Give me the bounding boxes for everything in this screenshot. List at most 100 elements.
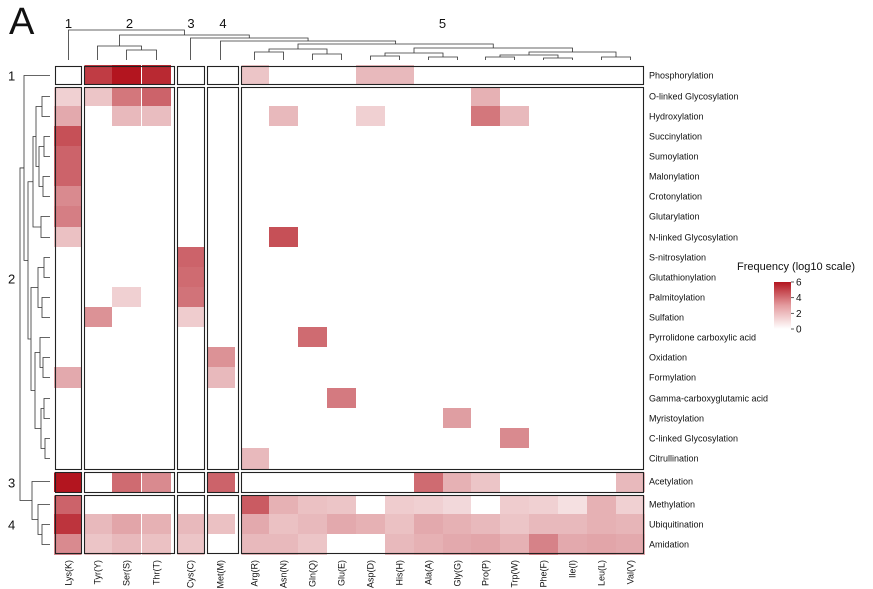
block-border-r4-c4 bbox=[206, 494, 240, 555]
cell-citrullination-asn-n bbox=[269, 448, 298, 469]
row-dendrogram-link bbox=[43, 136, 50, 157]
cell-methylation-pro-p bbox=[471, 494, 500, 515]
cell-ubiquitination-arg-r bbox=[240, 514, 269, 535]
cell-s-nitrosylation-ile-i bbox=[558, 247, 587, 268]
cell-palmitoylation-ser-s bbox=[112, 287, 141, 308]
cell-citrullination-glu-e bbox=[327, 448, 356, 469]
cell-gamma-carboxyglutamic-acid-met-m bbox=[206, 388, 235, 409]
cell-glutarylation-ile-i bbox=[558, 206, 587, 227]
cell-myristoylation-glu-e bbox=[327, 408, 356, 429]
cell-n-linked-glycosylation-ser-s bbox=[112, 227, 141, 248]
cell-formylation-pro-p bbox=[471, 367, 500, 388]
cell-methylation-phe-f bbox=[529, 494, 558, 515]
column-dendrogram bbox=[68, 29, 631, 60]
block-border-r3-c1 bbox=[54, 471, 83, 494]
cell-citrullination-thr-t bbox=[142, 448, 171, 469]
cell-succinylation-arg-r bbox=[240, 126, 269, 147]
column-dendrogram-link bbox=[428, 56, 458, 60]
cell-sulfation-leu-l bbox=[587, 307, 616, 328]
cell-formylation-ser-s bbox=[112, 367, 141, 388]
column-label: Ser(S) bbox=[122, 560, 132, 586]
cell-methylation-gly-g bbox=[443, 494, 472, 515]
cell-ubiquitination-thr-t bbox=[142, 514, 171, 535]
cell-sumoylation-pro-p bbox=[471, 146, 500, 167]
row-dendrogram-link bbox=[40, 216, 50, 238]
cell-glutarylation-gln-q bbox=[298, 206, 327, 227]
cell-glutathionylation-asn-n bbox=[269, 267, 298, 288]
cell-o-linked-glycosylation-leu-l bbox=[587, 86, 616, 107]
column-dendrogram-link bbox=[543, 57, 573, 60]
cell-pyrrolidone-carboxylic-acid-met-m bbox=[206, 327, 235, 348]
cell-malonylation-val-v bbox=[616, 166, 645, 187]
cell-n-linked-glycosylation-ala-a bbox=[414, 227, 443, 248]
cell-oxidation-tyr-y bbox=[83, 347, 112, 368]
cell-o-linked-glycosylation-phe-f bbox=[529, 86, 558, 107]
cell-succinylation-asp-d bbox=[356, 126, 385, 147]
cell-glutathionylation-pro-p bbox=[471, 267, 500, 288]
cell-formylation-trp-w bbox=[500, 367, 529, 388]
cell-succinylation-gln-q bbox=[298, 126, 327, 147]
cell-hydroxylation-cys-c bbox=[176, 106, 205, 127]
cell-citrullination-gly-g bbox=[443, 448, 472, 469]
cell-acetylation-his-h bbox=[385, 471, 414, 492]
cell-amidation-val-v bbox=[616, 534, 645, 555]
cell-glutarylation-tyr-y bbox=[83, 206, 112, 227]
cell-s-nitrosylation-pro-p bbox=[471, 247, 500, 268]
cell-myristoylation-ala-a bbox=[414, 408, 443, 429]
cell-s-nitrosylation-met-m bbox=[206, 247, 235, 268]
cell-oxidation-asp-d bbox=[356, 347, 385, 368]
cell-sulfation-arg-r bbox=[240, 307, 269, 328]
row-dendrogram-link bbox=[30, 287, 38, 391]
cell-oxidation-ser-s bbox=[112, 347, 141, 368]
cell-methylation-gln-q bbox=[298, 494, 327, 515]
cell-myristoylation-ser-s bbox=[112, 408, 141, 429]
cell-phosphorylation-trp-w bbox=[500, 65, 529, 86]
cell-gamma-carboxyglutamic-acid-val-v bbox=[616, 388, 645, 409]
cell-sulfation-met-m bbox=[206, 307, 235, 328]
row-dendrogram-link bbox=[37, 267, 44, 308]
cell-acetylation-ser-s bbox=[112, 471, 141, 492]
cell-pyrrolidone-carboxylic-acid-asn-n bbox=[269, 327, 298, 348]
cell-glutarylation-ala-a bbox=[414, 206, 443, 227]
cell-o-linked-glycosylation-cys-c bbox=[176, 86, 205, 107]
cell-n-linked-glycosylation-val-v bbox=[616, 227, 645, 248]
block-border-r1-c4 bbox=[206, 65, 240, 86]
column-dendrogram-link bbox=[68, 29, 185, 60]
block-border-r4-c2 bbox=[83, 494, 176, 555]
cell-glutathionylation-met-m bbox=[206, 267, 235, 288]
cell-gamma-carboxyglutamic-acid-trp-w bbox=[500, 388, 529, 409]
cell-c-linked-glycosylation-val-v bbox=[616, 428, 645, 449]
cell-amidation-gly-g bbox=[443, 534, 472, 555]
cell-crotonylation-asp-d bbox=[356, 186, 385, 207]
cell-citrullination-his-h bbox=[385, 448, 414, 469]
cell-formylation-gln-q bbox=[298, 367, 327, 388]
row-dendrogram bbox=[19, 75, 50, 545]
row-label: Pyrrolidone carboxylic acid bbox=[649, 333, 756, 343]
column-dendrogram-link bbox=[601, 56, 631, 60]
cell-formylation-glu-e bbox=[327, 367, 356, 388]
cell-n-linked-glycosylation-met-m bbox=[206, 227, 235, 248]
row-label: Succinylation bbox=[649, 132, 702, 142]
column-label: Lys(K) bbox=[64, 560, 74, 586]
cell-myristoylation-cys-c bbox=[176, 408, 205, 429]
legend-colorbar bbox=[774, 282, 791, 329]
cell-amidation-trp-w bbox=[500, 534, 529, 555]
cell-glutarylation-trp-w bbox=[500, 206, 529, 227]
cell-phosphorylation-glu-e bbox=[327, 65, 356, 86]
cell-malonylation-ser-s bbox=[112, 166, 141, 187]
cell-malonylation-leu-l bbox=[587, 166, 616, 187]
cell-hydroxylation-val-v bbox=[616, 106, 645, 127]
cell-formylation-tyr-y bbox=[83, 367, 112, 388]
cell-phosphorylation-val-v bbox=[616, 65, 645, 86]
cell-myristoylation-his-h bbox=[385, 408, 414, 429]
cell-n-linked-glycosylation-ile-i bbox=[558, 227, 587, 248]
cell-palmitoylation-gln-q bbox=[298, 287, 327, 308]
cell-o-linked-glycosylation-asn-n bbox=[269, 86, 298, 107]
cell-ubiquitination-val-v bbox=[616, 514, 645, 535]
cell-citrullination-asp-d bbox=[356, 448, 385, 469]
row-label: N-linked Glycosylation bbox=[649, 233, 738, 243]
column-dendrogram-link bbox=[312, 53, 342, 60]
row-cluster-label: 4 bbox=[8, 518, 15, 533]
cell-o-linked-glycosylation-lys-k bbox=[54, 86, 83, 107]
cell-succinylation-glu-e bbox=[327, 126, 356, 147]
